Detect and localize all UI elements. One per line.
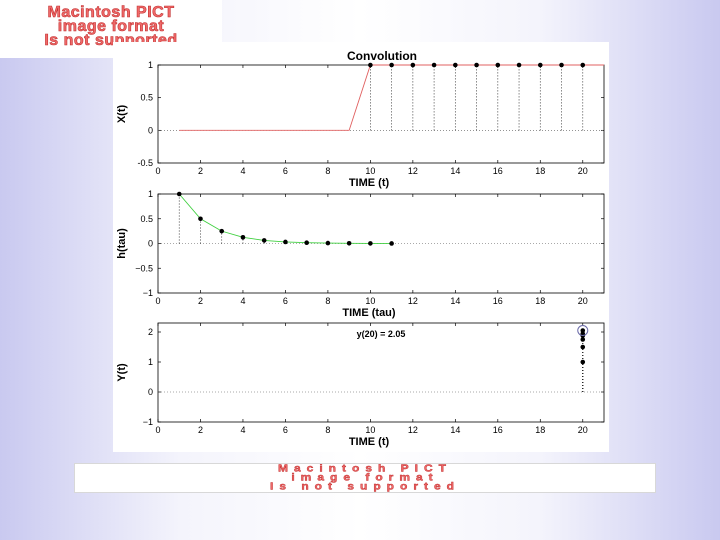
x-tick-label: 12	[408, 425, 418, 435]
figure-canvas: Convolution 0 2 4 6 8 10 12 14 16 18 20-0.500.51TI…	[116, 49, 605, 448]
data-point	[559, 62, 564, 68]
y-tick-label: 1	[148, 60, 153, 70]
x-tick-label: 8	[325, 425, 330, 435]
y-tick-label: 0.5	[140, 93, 153, 103]
y-tick-label: −1	[143, 417, 153, 427]
x-tick-label: 6	[283, 166, 288, 176]
y-tick-label: 1	[148, 357, 153, 367]
x-tick-label: 20	[578, 166, 588, 176]
x-tick-label: 8	[325, 296, 330, 306]
pict-bottom-line-1: Macintosh PICT	[277, 463, 452, 475]
y-tick-label: -0.5	[137, 158, 153, 168]
y-tick-label: 0	[148, 125, 153, 135]
x-tick-label: 14	[450, 166, 460, 176]
data-point	[537, 62, 543, 68]
x-tick-label: 16	[493, 296, 503, 306]
x-tick-label: 6	[283, 296, 288, 306]
y-tick-label: 1	[148, 189, 153, 199]
data-point	[325, 240, 331, 246]
x-tick-label: 20	[578, 296, 588, 306]
data-point	[283, 239, 288, 245]
data-point	[261, 238, 267, 243]
x-tick-label: 6	[283, 425, 288, 435]
x-tick-label: 18	[535, 166, 545, 176]
data-point	[453, 62, 458, 68]
x-tick-label: 12	[408, 296, 418, 306]
y-tick-label: −1	[143, 288, 153, 298]
data-point	[198, 216, 203, 222]
x-tick-label: 0	[155, 425, 160, 435]
data-point	[219, 228, 225, 234]
x-tick-label: 4	[240, 425, 245, 435]
y-tick-label: 0.5	[140, 214, 153, 224]
convolution-figure: Convolution 0 2 4 6 8 10 12 14 16 18 20 -0.5 0 0.5 1 TI…	[113, 42, 609, 452]
y-axis-label: h(tau)	[116, 228, 128, 259]
x-tick-label: 2	[198, 425, 203, 435]
x-tick-label: 14	[450, 425, 460, 435]
y-tick-label: 0	[148, 239, 153, 249]
x-tick-label: 8	[325, 166, 330, 176]
annotation-label: y(20) = 2.05	[357, 329, 406, 339]
data-point	[580, 328, 586, 333]
data-point	[240, 235, 246, 240]
highlight-circle	[577, 325, 589, 336]
x-tick-label: 16	[493, 425, 503, 435]
data-point	[389, 62, 394, 68]
x-axis-label: TIME (t)	[349, 177, 390, 189]
x-tick-label: 16	[493, 166, 503, 176]
x-tick-label: 4	[240, 166, 245, 176]
pict-bottom-line-2: image format	[291, 471, 439, 484]
data-point	[389, 241, 394, 246]
axes-box	[157, 64, 605, 164]
x-tick-label: 18	[535, 296, 545, 306]
x-tick-label: 18	[535, 425, 545, 435]
y-tick-label: 0	[148, 387, 153, 397]
pict-bottom-line-3: Is not supported	[270, 480, 460, 493]
data-point	[368, 241, 373, 246]
y-tick-label: 2	[148, 327, 153, 337]
data-point	[580, 337, 586, 342]
axes-box	[157, 322, 605, 423]
x-tick-label: 20	[578, 425, 588, 435]
data-point	[368, 62, 373, 68]
data-point	[431, 62, 437, 68]
data-point	[580, 62, 586, 68]
pict-placeholder-image: Macintosh PICT image format Is not suppo…	[0, 0, 222, 58]
y-tick-label: −0.5	[135, 263, 153, 273]
series-line	[179, 64, 604, 131]
x-tick-label: 0	[155, 296, 160, 306]
x-axis-label: TIME (tau)	[342, 307, 395, 319]
data-point	[516, 62, 522, 68]
x-tick-label: 14	[450, 296, 460, 306]
x-tick-label: 0	[155, 166, 160, 176]
data-point	[176, 191, 182, 197]
subplot-2: 0 2 4 6 8 10 12 14 16 18 20 −1 −0.5 0 0.5 1 TIME (tau) h(…	[116, 189, 605, 319]
data-point	[410, 62, 416, 68]
y-axis-label: X(t)	[116, 105, 128, 124]
data-point	[495, 62, 501, 68]
x-tick-label: 10	[365, 296, 375, 306]
x-tick-label: 10	[365, 425, 375, 435]
x-tick-label: 4	[240, 296, 245, 306]
figure-title: Convolution	[347, 49, 417, 63]
x-tick-label: 2	[198, 296, 203, 306]
pict-line-1: Macintosh PICT	[47, 4, 175, 21]
x-axis-label: TIME (t)	[349, 436, 390, 448]
data-point	[346, 241, 352, 246]
data-point	[304, 240, 309, 246]
pict-line-2: image format	[57, 18, 165, 35]
x-tick-label: 12	[408, 166, 418, 176]
pict-placeholder-image-bottom: Macintosh PICT image format Is not suppo…	[74, 463, 656, 493]
x-tick-label: 2	[198, 166, 203, 176]
x-tick-label: 10	[365, 166, 375, 176]
data-point	[474, 62, 479, 68]
y-axis-label: Y(t)	[116, 363, 128, 382]
